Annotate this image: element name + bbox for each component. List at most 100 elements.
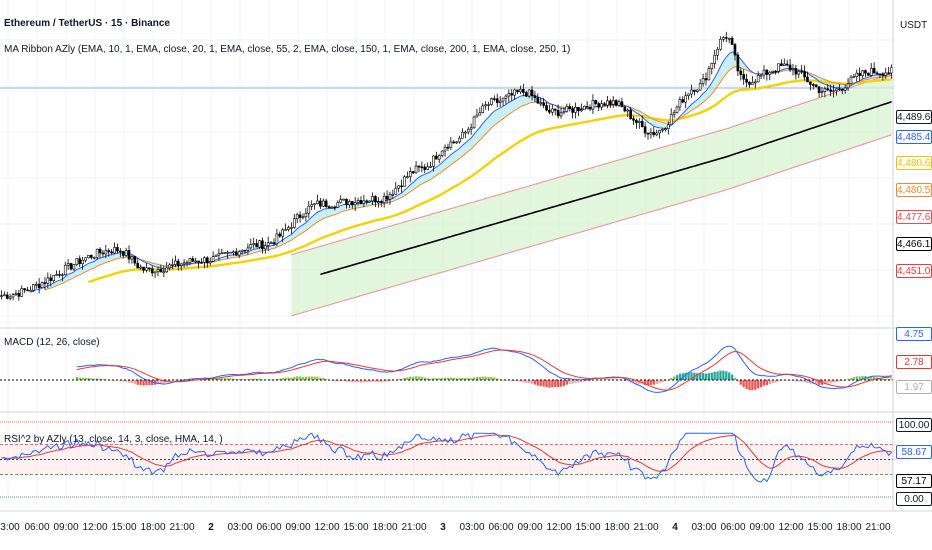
macd-histogram-bar [681, 373, 684, 380]
time-tick-label: 03:00 [459, 522, 485, 533]
candle-body [519, 89, 522, 93]
candle-body [466, 128, 470, 133]
candle-body [359, 200, 363, 204]
candle-body [284, 229, 287, 231]
candle-body [133, 256, 137, 264]
ema-ribbon-band [291, 73, 892, 316]
ema-250-line [291, 134, 892, 317]
candle-body [156, 269, 160, 273]
macd-histogram-bar [548, 380, 551, 388]
candle-body [388, 193, 392, 200]
macd-histogram-bar [501, 379, 505, 381]
candle-body [426, 166, 429, 170]
time-tick-label: 18:00 [372, 522, 398, 533]
candle-body [414, 165, 418, 174]
candle-body [179, 263, 183, 266]
macd-histogram-bar [290, 377, 293, 380]
macd-histogram-bar [855, 376, 858, 380]
candle-body [345, 198, 348, 206]
candle-body [211, 256, 215, 262]
candle-body [551, 108, 554, 113]
candle-body [785, 63, 789, 66]
candle-body [556, 110, 560, 117]
macd-histogram-bar [223, 378, 226, 380]
candle-body [890, 67, 893, 74]
macd-histogram-bar [583, 380, 586, 382]
macd-histogram-bar [559, 380, 563, 387]
macd-histogram-bar [464, 378, 467, 380]
macd-histogram-bar [571, 380, 574, 384]
macd-histogram-bar [806, 380, 809, 384]
macd-histogram-bar [817, 380, 821, 385]
macd-histogram-bar [356, 380, 360, 383]
candle-body [95, 248, 99, 258]
macd-histogram-bar [606, 379, 609, 380]
candle-body [174, 260, 177, 265]
macd-histogram-bar [269, 379, 273, 381]
macd-histogram-bar [672, 376, 676, 380]
macd-histogram-bar [777, 380, 780, 382]
time-tick-label: 12:00 [778, 522, 804, 533]
candle-body [66, 263, 70, 266]
candle-body [301, 216, 305, 219]
macd-histogram-bar [298, 376, 302, 380]
candle-body [504, 95, 508, 99]
candle-body [861, 70, 864, 76]
macd-legend[interactable]: MACD (12, 26, close) [4, 337, 100, 348]
macd-histogram-bar [757, 380, 760, 389]
macd-axis-label-2: 1.97 [896, 380, 932, 394]
candle-body [20, 288, 24, 297]
macd-histogram-bar [342, 380, 345, 382]
candle-body [594, 100, 598, 104]
price-pane [0, 31, 893, 317]
symbol-title[interactable]: Ethereum / TetherUS · 15 · Binance [4, 18, 170, 29]
candle-body [362, 200, 366, 204]
candle-body [722, 37, 725, 40]
candle-body [261, 240, 264, 250]
candle-body [243, 249, 247, 252]
candle-body [493, 98, 496, 100]
candle-body [327, 206, 331, 208]
candle-body [814, 84, 818, 88]
macd-histogram-bar [745, 380, 748, 389]
ma-ribbon-legend[interactable]: MA Ribbon AZly (EMA, 10, 1, EMA, close, … [4, 44, 571, 55]
macd-histogram-bar [493, 377, 496, 380]
candle-body [548, 109, 551, 113]
candle-body [350, 201, 354, 206]
candle-body [727, 37, 731, 40]
candle-body [698, 83, 702, 91]
macd-histogram-bar [383, 380, 386, 382]
macd-histogram-bar [400, 378, 403, 380]
candle-body [43, 282, 47, 284]
macd-histogram-bar [510, 380, 513, 382]
candle-body [695, 89, 699, 92]
candle-body [872, 67, 876, 74]
macd-histogram-bar [890, 378, 893, 380]
macd-histogram-bar [307, 376, 310, 380]
candle-body [626, 109, 630, 112]
price-axis-label-0: 4,489.60 [896, 110, 932, 124]
time-tick-label: 03:00 [691, 522, 717, 533]
candle-body [290, 227, 293, 229]
macd-histogram-bar [800, 380, 803, 382]
candle-body [342, 198, 345, 201]
candle-body [420, 166, 424, 169]
macd-histogram-bar [710, 372, 713, 380]
candle-body [208, 261, 212, 264]
candle-body [820, 91, 824, 93]
candle-body [742, 74, 745, 80]
macd-histogram-bar [133, 380, 136, 384]
macd-histogram-bar [545, 380, 548, 388]
macd-histogram-bar [87, 377, 90, 380]
macd-histogram-bar [98, 378, 102, 380]
candle-body [867, 72, 870, 76]
macd-histogram-bar [469, 378, 473, 380]
candle-body [403, 176, 406, 187]
macd-histogram-bar [609, 379, 612, 381]
rsi-legend[interactable]: RSI^2 by AZly (13, close, 14, 3, close, … [4, 434, 223, 445]
macd-histogram-bar [539, 380, 542, 387]
candle-body [591, 100, 595, 110]
macd-histogram-bar [145, 380, 148, 386]
candle-body [130, 256, 134, 260]
